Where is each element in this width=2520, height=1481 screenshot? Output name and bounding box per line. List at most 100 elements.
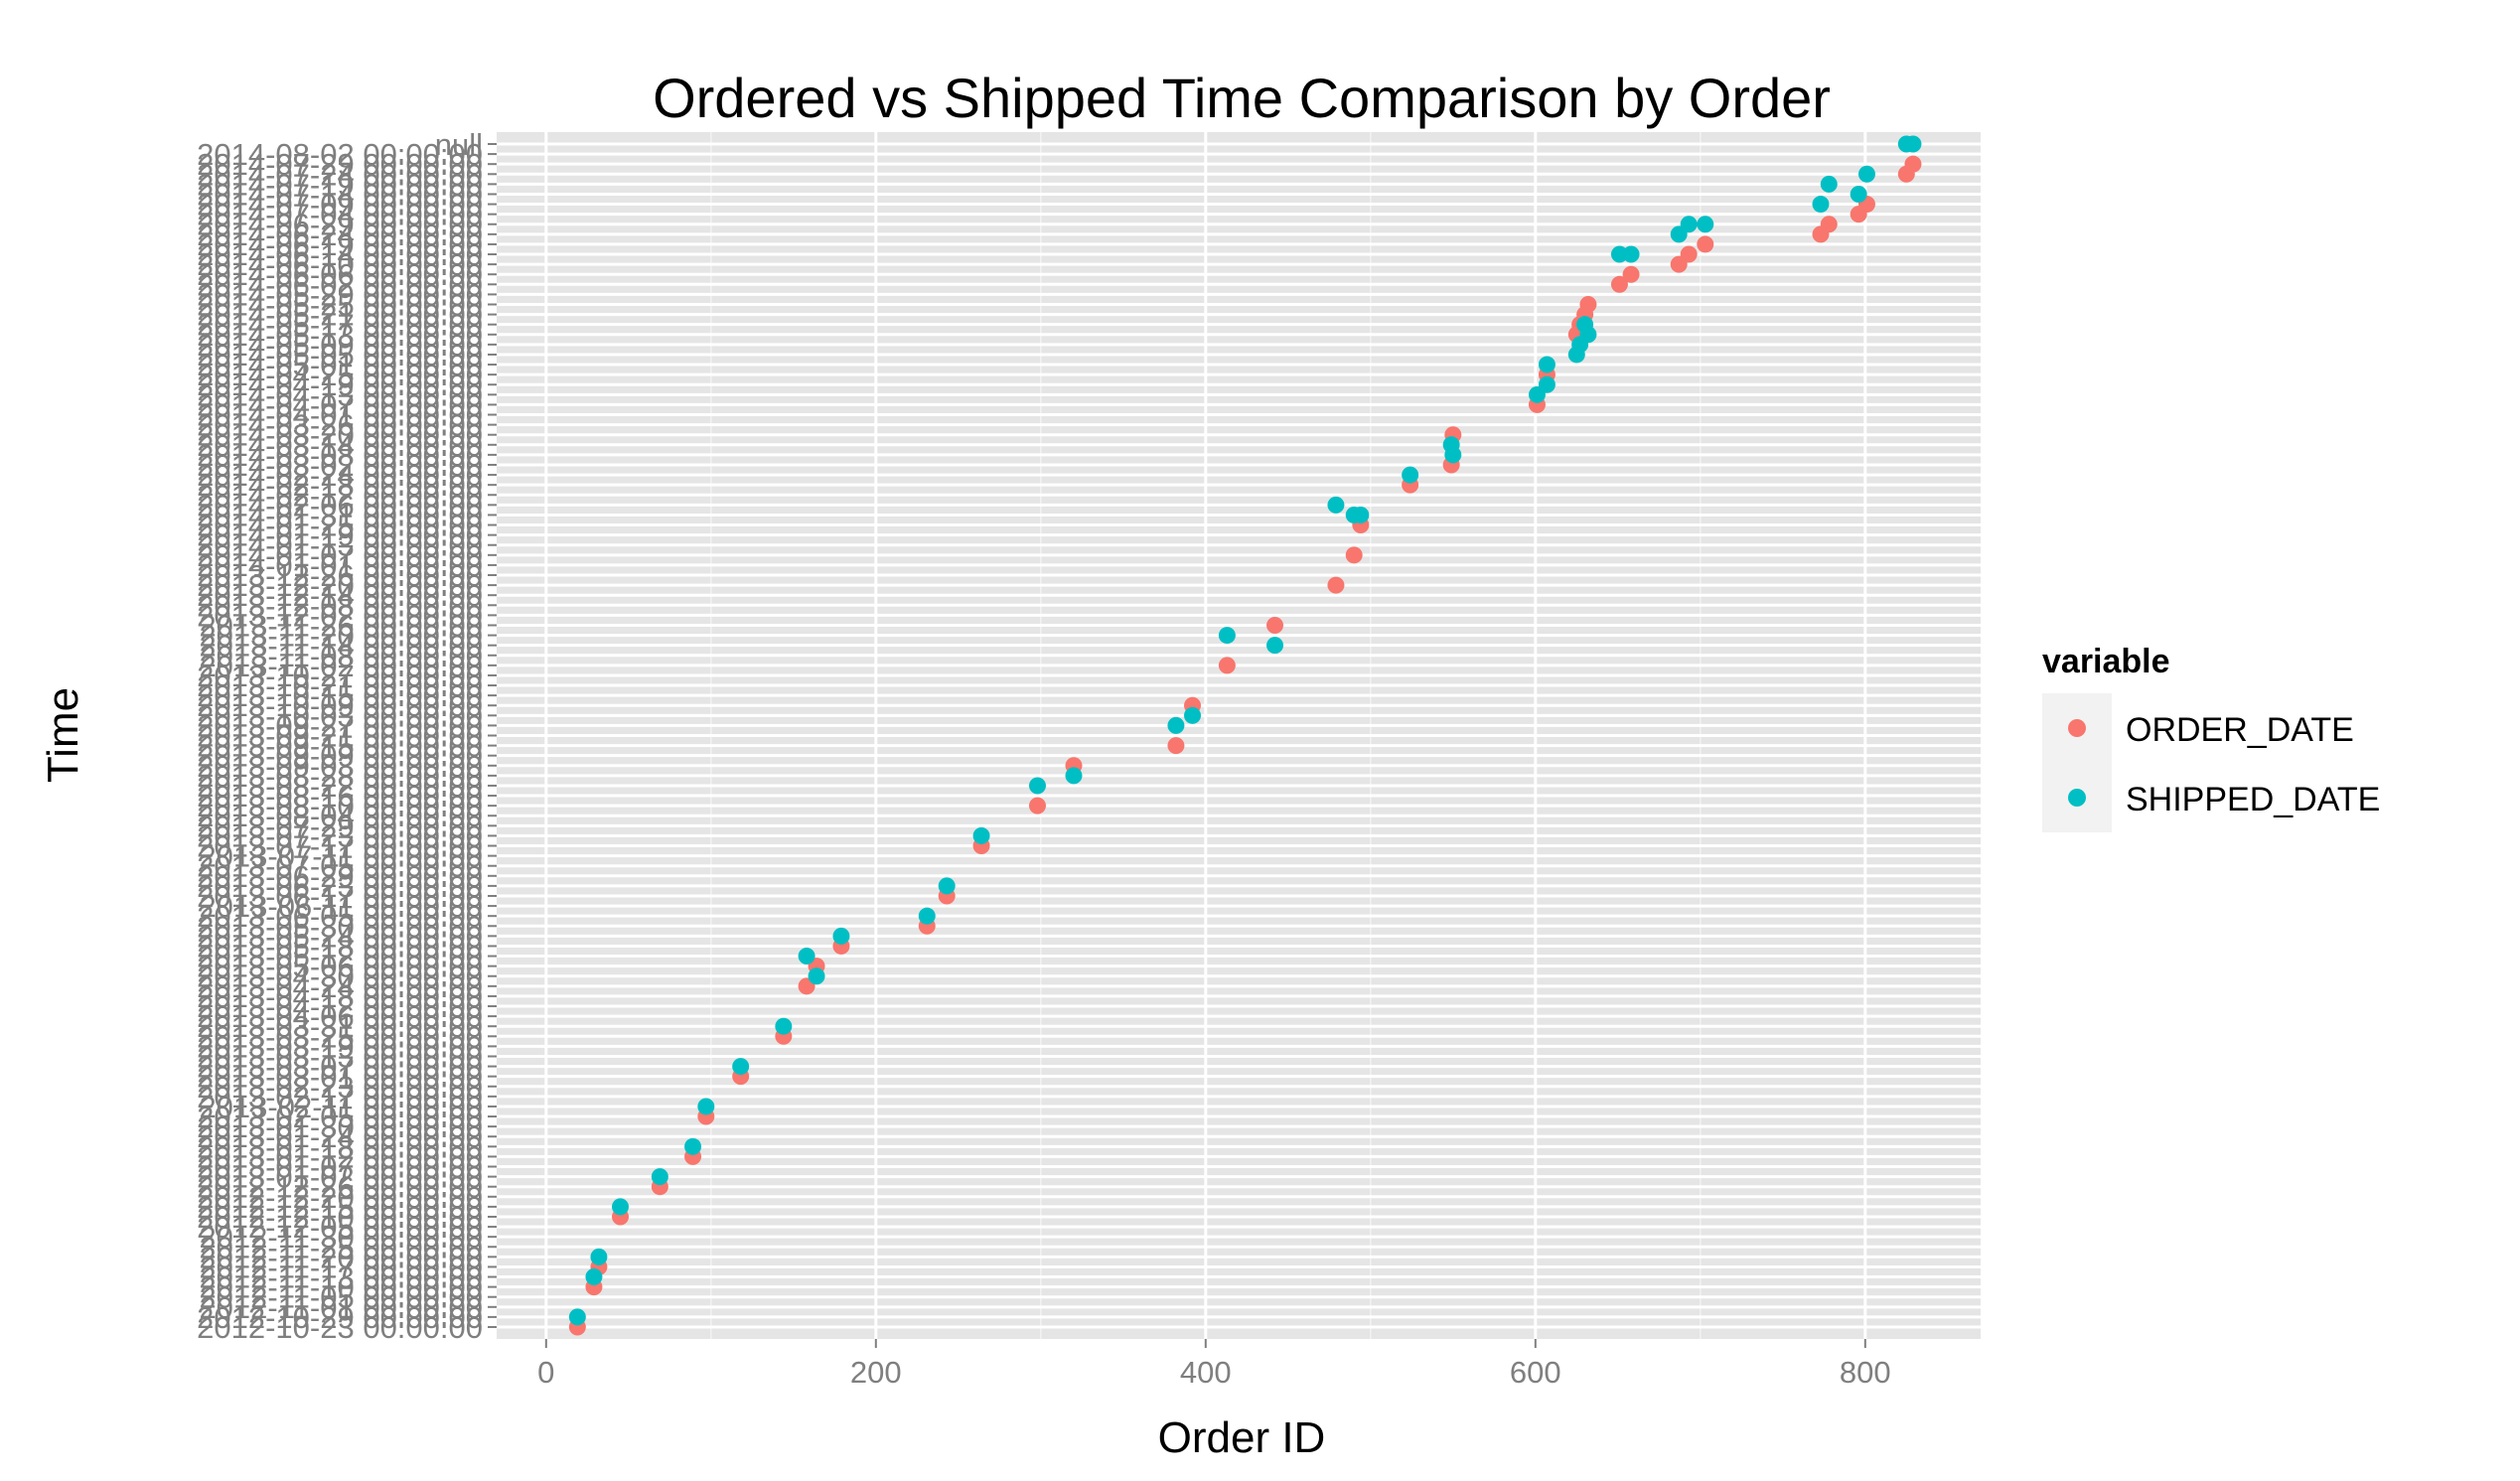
y-tick-label: 2014-03-08 00:00:00 — [197, 438, 483, 473]
y-tick-label: 2014-07-14 00:00:00 — [197, 177, 483, 212]
y-tick-label: 2013-10-27 00:00:00 — [197, 659, 483, 693]
y-tick-label: 2013-03-25 00:00:00 — [197, 1019, 483, 1054]
y-tick-label: 2013-04-06 00:00:00 — [197, 999, 483, 1034]
data-point — [1327, 576, 1345, 594]
y-tick-label: 2013-08-16 00:00:00 — [197, 779, 483, 814]
y-tick-label: 2013-03-07 00:00:00 — [197, 1050, 483, 1085]
y-tick-label: 2013-06-11 00:00:00 — [199, 889, 483, 924]
y-tick-label: 2014-04-19 00:00:00 — [197, 368, 483, 402]
data-point — [1538, 375, 1556, 393]
y-tick-label: 2013-04-24 00:00:00 — [197, 969, 483, 1004]
x-tick-label: 0 — [537, 1355, 554, 1390]
data-point — [1904, 155, 1922, 173]
y-tick-label: 2014-06-02 00:00:00 — [197, 267, 483, 302]
data-point — [1218, 627, 1236, 645]
data-point — [972, 826, 990, 844]
y-tick-label: 2012-12-26 00:00:00 — [197, 1170, 483, 1205]
data-point — [1352, 506, 1370, 523]
y-tick-label: 2014-07-29 00:00:00 — [197, 147, 483, 182]
y-tick-label: 2013-11-14 00:00:00 — [199, 629, 483, 664]
series-shipped-date — [568, 135, 1922, 1326]
y-tick-label: 2013-05-18 00:00:00 — [197, 929, 483, 963]
legend-marker-order-date — [2068, 719, 2086, 737]
data-point — [1680, 216, 1698, 233]
chart-title: Ordered vs Shipped Time Comparison by Or… — [653, 67, 1831, 129]
y-tick-label: 2013-09-21 00:00:00 — [197, 719, 483, 754]
y-tick-label: 2014-05-21 00:00:00 — [197, 298, 483, 333]
y-tick-label: 2012-11-17 00:00:00 — [199, 1250, 483, 1284]
y-tick-label: 2013-06-05 00:00:00 — [197, 899, 483, 934]
y-tick-label: 2013-09-03 00:00:00 — [197, 749, 483, 784]
data-point — [651, 1168, 668, 1186]
y-tick-label: 2013-11-02 00:00:00 — [199, 649, 483, 683]
y-tick-label: 2013-12-20 00:00:00 — [197, 568, 483, 603]
x-axis-title: Order ID — [1158, 1413, 1326, 1462]
y-tick-label: 2014-06-19 00:00:00 — [197, 227, 483, 262]
data-points — [568, 135, 1922, 1336]
legend-marker-shipped-date — [2068, 789, 2086, 807]
y-tick-label: 2013-07-29 00:00:00 — [197, 809, 483, 843]
y-tick-label: 2013-06-17 00:00:00 — [197, 879, 483, 914]
y-tick-label: 2012-10-23 00:00:00 — [197, 1310, 483, 1345]
y-tick-label: 2013-06-23 00:00:00 — [197, 869, 483, 904]
y-tick-label: 2012-11-01 00:00:00 — [199, 1290, 483, 1325]
data-point — [568, 1308, 586, 1326]
y-tick-label: 2012-10-29 00:00:00 — [197, 1300, 483, 1335]
y-tick-label: 2014-02-18 00:00:00 — [197, 468, 483, 503]
y-tick-label: 2012-11-10 00:00:00 — [199, 1270, 483, 1305]
data-point — [1610, 245, 1628, 263]
data-point — [1697, 235, 1714, 253]
y-tick-label: 2014-05-25 00:00:00 — [197, 287, 483, 322]
y-tick-label: 2013-03-19 00:00:00 — [197, 1029, 483, 1064]
y-tick-label: null — [435, 127, 483, 162]
y-tick-label: 2014-06-24 00:00:00 — [197, 218, 483, 252]
y-tick-label: 2014-05-13 00:00:00 — [197, 318, 483, 353]
data-point — [1345, 546, 1363, 564]
y-tick-label: 2013-02-11 00:00:00 — [199, 1090, 483, 1124]
legend-title: variable — [2042, 643, 2170, 680]
data-point — [1327, 496, 1345, 514]
y-tick-label: 2013-07-17 00:00:00 — [197, 829, 483, 864]
data-point — [732, 1058, 750, 1076]
y-tick-label: 2013-04-12 00:00:00 — [197, 989, 483, 1024]
x-tick-label: 800 — [1840, 1355, 1891, 1390]
data-point — [1579, 295, 1597, 313]
y-tick-label: 2014-04-07 00:00:00 — [197, 387, 483, 422]
x-axis-tick-labels: 0 200 400 600 800 — [537, 1355, 1890, 1390]
y-tick-label: 2013-03-13 00:00:00 — [197, 1039, 483, 1074]
y-tick-label: 2014-03-26 00:00:00 — [197, 408, 483, 443]
y-tick-label: 2014-06-06 00:00:00 — [197, 257, 483, 292]
y-tick-label: 2013-01-24 00:00:00 — [197, 1119, 483, 1154]
data-point — [1820, 175, 1838, 193]
y-tick-label: 2013-05-12 00:00:00 — [197, 940, 483, 974]
y-tick-label: 2013-02-23 00:00:00 — [197, 1070, 483, 1105]
x-tick-label: 400 — [1180, 1355, 1232, 1390]
y-tick-label: 2014-04-25 00:00:00 — [197, 358, 483, 392]
data-point — [1266, 637, 1284, 655]
y-tick-label: 2013-03-01 00:00:00 — [197, 1060, 483, 1095]
y-tick-label: 2012-12-20 00:00:00 — [197, 1180, 483, 1215]
y-tick-label: 2013-05-24 00:00:00 — [197, 919, 483, 954]
y-tick-label: 2014-02-12 00:00:00 — [197, 478, 483, 513]
y-tick-label: 2013-11-08 00:00:00 — [199, 639, 483, 673]
y-tick-label: 2014-06-29 00:00:00 — [197, 208, 483, 242]
y-tick-label: 2014-04-13 00:00:00 — [197, 377, 483, 412]
data-point — [612, 1198, 629, 1216]
data-point — [798, 948, 815, 965]
y-tick-label: 2012-11-05 00:00:00 — [199, 1280, 483, 1315]
y-tick-label: 2014-05-17 00:00:00 — [197, 308, 483, 343]
y-tick-label: 2013-08-22 00:00:00 — [197, 769, 483, 804]
y-tick-label: 2013-12-08 00:00:00 — [197, 588, 483, 623]
y-tick-label: 2013-07-05 00:00:00 — [197, 849, 483, 884]
data-point — [1857, 165, 1875, 183]
data-point — [1622, 245, 1640, 263]
y-tick-label: 2014-05-29 00:00:00 — [197, 277, 483, 312]
y-tick-label: 2014-01-19 00:00:00 — [197, 518, 483, 553]
y-tick-label: 2013-11-20 00:00:00 — [199, 619, 483, 654]
data-point — [1904, 135, 1922, 153]
y-tick-label: 2013-03-31 00:00:00 — [197, 1009, 483, 1044]
y-tick-label: 2014-05-09 00:00:00 — [197, 328, 483, 363]
y-tick-label: 2013-10-15 00:00:00 — [197, 678, 483, 713]
data-point — [1167, 716, 1185, 734]
